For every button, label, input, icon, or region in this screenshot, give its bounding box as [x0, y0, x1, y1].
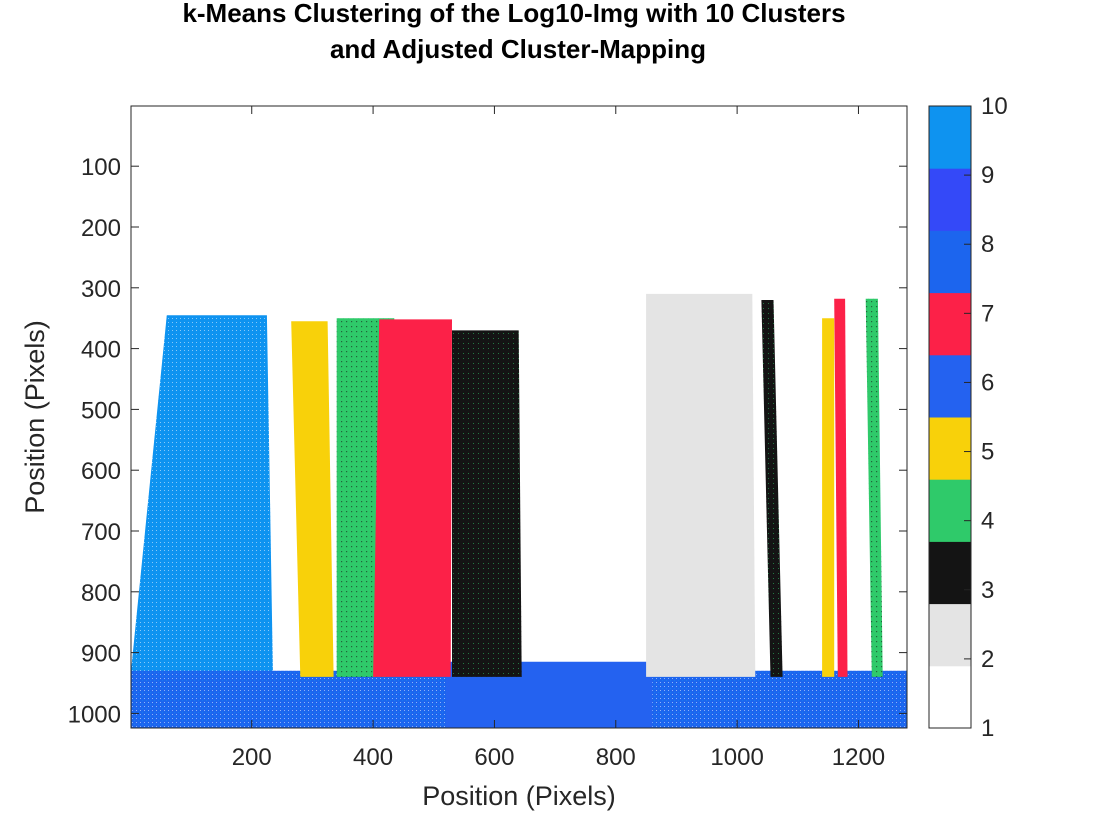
colorbar-tick-label-4: 4 [981, 508, 994, 535]
colorbar-segment-8 [929, 230, 971, 294]
colorbar-segment-4 [929, 479, 971, 542]
colorbar-tick-label-10: 10 [981, 93, 1008, 120]
colorbar-segment-3 [929, 541, 971, 605]
y-tick-label-600: 600 [81, 458, 121, 485]
y-axis-label: Position (Pixels) [20, 320, 50, 514]
y-tick-label-200: 200 [81, 215, 121, 242]
x-tick-label-1000: 1000 [710, 744, 763, 771]
chart-title-line-2: and Adjusted Cluster-Mapping [330, 34, 706, 64]
cluster-region-4 [291, 321, 334, 677]
y-tick-label-500: 500 [81, 397, 121, 424]
x-tick-label-800: 800 [596, 744, 636, 771]
colorbar-tick-label-3: 3 [981, 577, 994, 604]
colorbar-segment-6 [929, 354, 971, 418]
x-tick-label-600: 600 [474, 744, 514, 771]
colorbar-frame [928, 105, 972, 729]
x-tick-label-400: 400 [353, 744, 393, 771]
y-axis: 100 200 300 400 500 600 700 800 900 1000 [68, 154, 907, 728]
colorbar-tick-label-2: 2 [981, 646, 994, 673]
y-tick-label-300: 300 [81, 276, 121, 303]
y-tick-label-100: 100 [81, 154, 121, 181]
colorbar-tick-label-6: 6 [981, 369, 994, 396]
y-tick-label-1000: 1000 [68, 701, 121, 728]
plot-area [131, 106, 907, 728]
colorbar-segment-10 [929, 106, 971, 169]
x-axis-label: Position (Pixels) [422, 781, 616, 811]
chart-title-line-1: k-Means Clustering of the Log10-Img with… [182, 0, 845, 28]
colorbar-tick-label-5: 5 [981, 439, 994, 466]
colorbar-segment-2 [929, 603, 971, 667]
y-tick-label-800: 800 [81, 580, 121, 607]
colorbar-tick-label-9: 9 [981, 162, 994, 189]
cluster-region-texture-12 [865, 298, 883, 677]
x-tick-label-200: 200 [232, 744, 272, 771]
colorbar-segment-5 [929, 417, 971, 480]
colorbar-tick-label-8: 8 [981, 231, 994, 258]
y-tick-label-400: 400 [81, 337, 121, 364]
colorbar: 1 2 3 4 5 6 7 8 9 10 [928, 93, 1008, 742]
cluster-region-3 [445, 661, 653, 728]
y-tick-label-900: 900 [81, 641, 121, 668]
cluster-regions [131, 293, 907, 728]
colorbar-tick-label-1: 1 [981, 715, 994, 742]
cluster-region-texture-7 [452, 330, 522, 677]
cluster-region-texture-9 [761, 300, 783, 677]
colorbar-segment-9 [929, 168, 971, 231]
cluster-region-10 [822, 318, 835, 677]
colorbar-tick-label-7: 7 [981, 300, 994, 327]
x-axis: 200 400 600 800 1000 1200 [232, 106, 885, 771]
plot-frame [130, 105, 908, 729]
x-tick-label-1200: 1200 [832, 744, 885, 771]
cluster-region-8 [646, 293, 756, 677]
cluster-region-11 [834, 298, 848, 677]
colorbar-segment-7 [929, 292, 971, 356]
y-tick-label-700: 700 [81, 519, 121, 546]
cluster-region-6 [373, 319, 452, 677]
cluster-region-texture-1 [131, 315, 273, 677]
colorbar-segment-1 [929, 665, 971, 729]
